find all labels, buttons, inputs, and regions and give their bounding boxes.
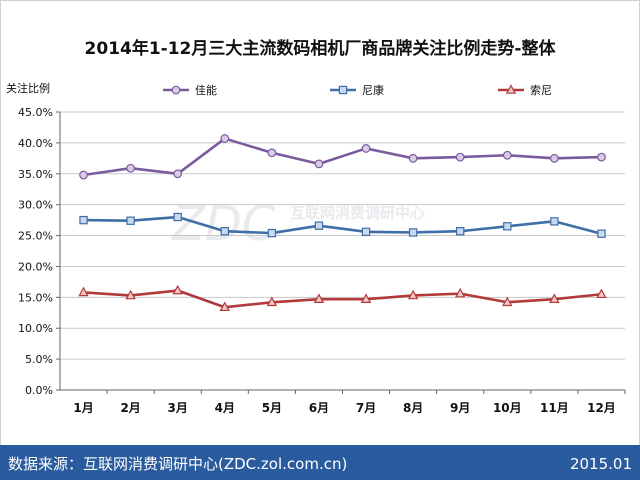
x-tick-label: 7月 [356, 401, 376, 415]
series-square [79, 212, 606, 238]
data-point-circle [267, 148, 277, 158]
chart-title: 2014年1-12月三大主流数码相机厂商品牌关注比例走势-整体 [85, 38, 557, 59]
y-tick-label: 10.0% [18, 322, 53, 335]
data-point-circle [79, 170, 88, 180]
legend-item: 佳能 [163, 83, 217, 97]
data-point-triangle [549, 293, 560, 303]
data-point-circle [314, 159, 324, 169]
data-point-triangle [313, 293, 325, 303]
footer-bar [0, 445, 640, 480]
x-axis-ticks: 1月 2月 3月 4月 5月 6月 7月 8月 9月 10月 11月 12月 [73, 390, 626, 415]
x-tick-label: 3月 [168, 401, 188, 415]
data-point-square [361, 227, 371, 237]
x-tick-label: 2月 [120, 401, 140, 415]
x-tick-label: 4月 [215, 401, 235, 415]
data-point-circle [126, 163, 136, 173]
data-point-triangle [360, 293, 372, 303]
data-point-triangle [505, 84, 517, 94]
data-point-square [338, 85, 348, 95]
y-axis-ticks: 0.0% 5.0% 10.0% 15.0% 20.0% 25.0% 30.0% 35.0% 40… [18, 106, 60, 397]
data-point-square [456, 227, 465, 236]
data-point-circle [173, 169, 183, 179]
y-tick-label: 40.0% [18, 137, 53, 150]
data-point-circle [502, 150, 512, 160]
data-point-triangle [125, 289, 136, 300]
x-tick-label: 11月 [540, 401, 569, 415]
data-point-square [79, 215, 88, 225]
legend-label: 佳能 [195, 83, 217, 97]
data-point-triangle [407, 289, 419, 300]
data-point-square [597, 229, 606, 238]
series-triangle [78, 284, 607, 312]
data-point-square [314, 221, 324, 230]
data-point-circle [597, 152, 606, 162]
data-point-square [267, 228, 277, 238]
series-group [78, 134, 607, 312]
data-point-square [173, 212, 182, 222]
data-point-triangle [596, 288, 607, 299]
data-point-circle [171, 85, 181, 95]
x-tick-label: 9月 [450, 401, 470, 415]
data-point-circle [220, 134, 230, 143]
y-tick-label: 25.0% [18, 230, 53, 243]
data-point-triangle [454, 287, 466, 298]
legend-label: 尼康 [362, 83, 384, 97]
y-tick-label: 20.0% [18, 260, 53, 273]
y-tick-label: 15.0% [18, 291, 53, 304]
data-point-square [126, 216, 135, 225]
watermark-text: 互联网消费调研中心 [290, 204, 425, 222]
footer-date: 2015.01 [570, 455, 632, 473]
y-tick-label: 35.0% [18, 168, 53, 181]
x-tick-label: 8月 [403, 401, 423, 415]
data-point-circle [408, 153, 418, 163]
data-point-circle [549, 153, 559, 163]
footer-source: 数据来源：互联网消费调研中心(ZDC.zol.com.cn) [8, 455, 347, 473]
data-point-triangle [172, 284, 183, 295]
legend-item: 尼康 [330, 83, 384, 97]
x-tick-label: 10月 [493, 401, 522, 415]
data-point-triangle [219, 301, 231, 312]
data-point-square [550, 217, 559, 226]
series-line [83, 289, 602, 309]
data-point-triangle [78, 286, 89, 297]
series-line [83, 137, 602, 177]
y-axis-label: 关注比例 [6, 81, 50, 95]
legend-item: 索尼 [498, 83, 552, 97]
data-point-triangle [266, 296, 278, 307]
watermark: ZDC 互联网消费调研中心 [170, 196, 425, 252]
x-tick-label: 5月 [262, 401, 282, 415]
data-point-circle [455, 152, 465, 162]
x-tick-label: 12月 [587, 401, 616, 415]
gridlines [60, 111, 625, 360]
watermark-logo: ZDC [170, 196, 276, 252]
y-tick-label: 45.0% [18, 106, 53, 119]
y-tick-label: 30.0% [18, 199, 53, 212]
x-tick-label: 6月 [309, 401, 329, 415]
series-circle [79, 134, 606, 180]
y-tick-label: 5.0% [25, 353, 53, 366]
legend: 佳能 尼康 索尼 [163, 83, 552, 97]
data-point-triangle [502, 296, 513, 307]
axes [59, 112, 625, 391]
legend-label: 索尼 [530, 83, 552, 97]
y-tick-label: 0.0% [25, 384, 53, 397]
data-point-square [503, 222, 512, 231]
data-point-square [220, 227, 229, 236]
data-point-circle [361, 144, 371, 153]
x-tick-label: 1月 [73, 401, 93, 415]
series-line [83, 215, 602, 235]
data-point-square [408, 228, 418, 237]
